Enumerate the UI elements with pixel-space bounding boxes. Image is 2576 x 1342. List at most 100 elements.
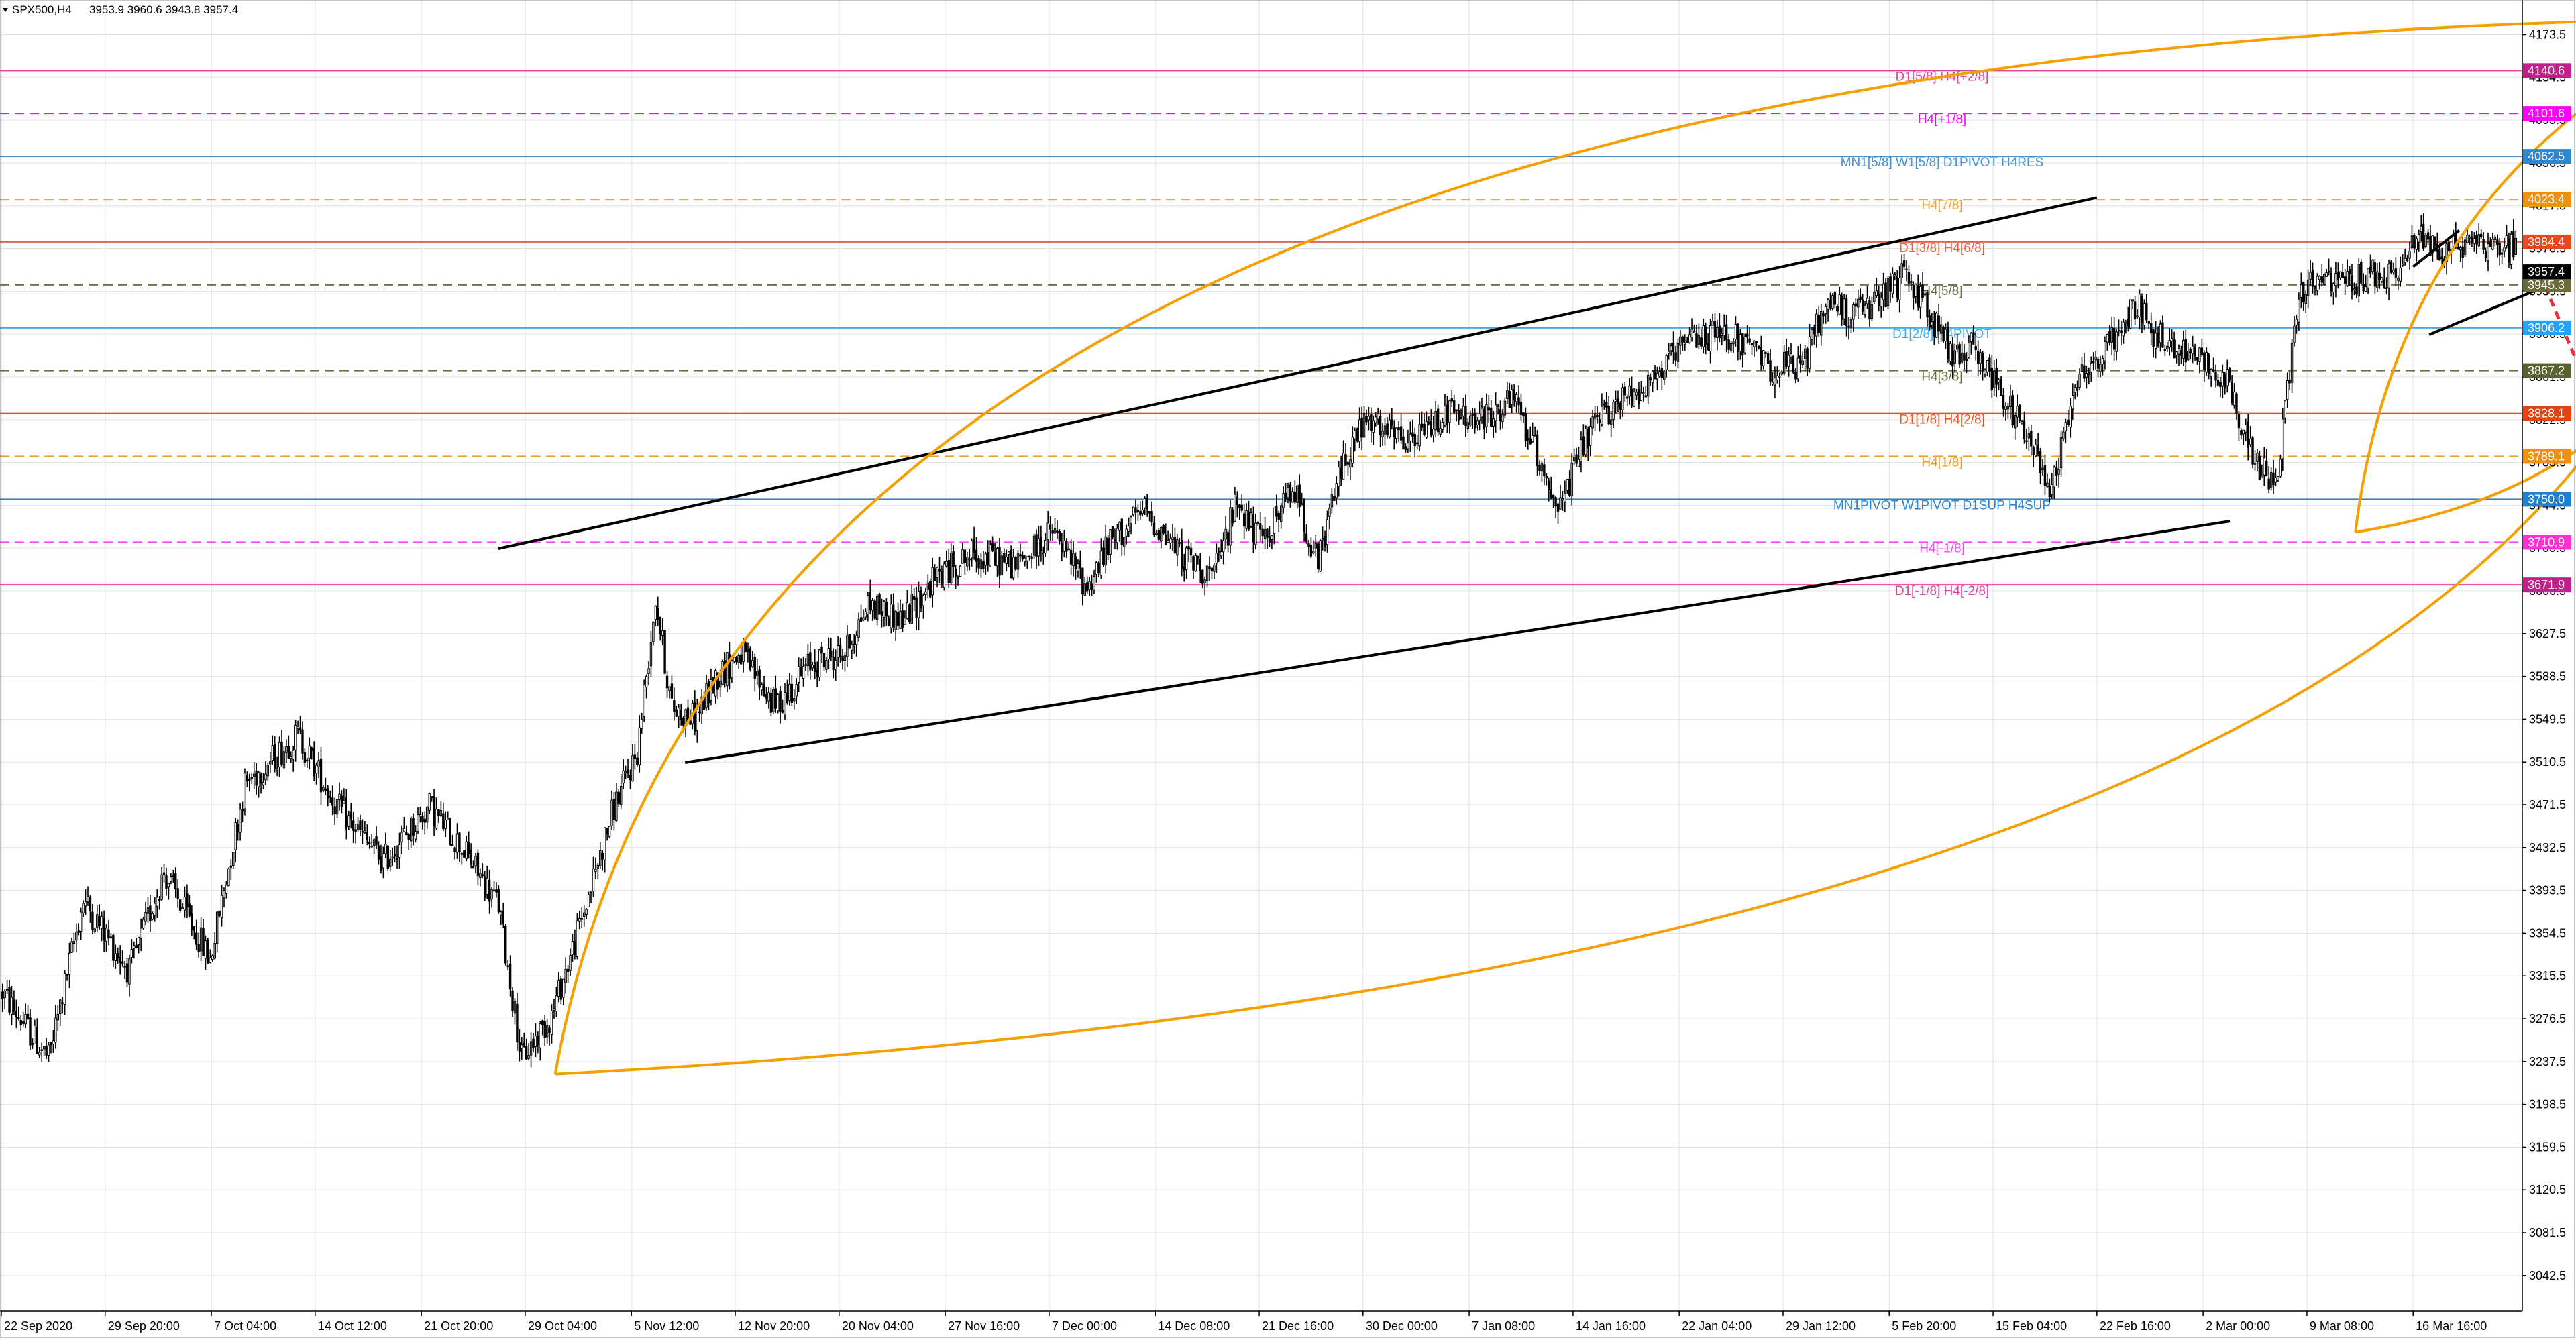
- candle-body: [417, 814, 419, 832]
- candle-body: [140, 928, 142, 939]
- candle-body: [2175, 351, 2178, 355]
- candle-body: [1439, 428, 1442, 435]
- candle-body: [2415, 238, 2418, 250]
- candle-body: [2503, 247, 2506, 252]
- candle-body: [100, 915, 103, 929]
- candle-body: [1852, 304, 1855, 320]
- candle-body: [1300, 503, 1303, 506]
- collapse-triangle-icon[interactable]: [3, 8, 8, 12]
- candle-body: [1351, 437, 1354, 464]
- candle-body: [1907, 271, 1911, 284]
- candle-body: [2383, 279, 2385, 288]
- candle-body: [508, 963, 512, 989]
- candle-body: [1984, 370, 1986, 375]
- candle-body: [1944, 329, 1947, 342]
- candle-body: [1229, 507, 1232, 546]
- candle-body: [2046, 482, 2049, 488]
- candle-body: [117, 952, 119, 958]
- candle-body: [2397, 278, 2400, 281]
- candle-body: [1085, 582, 1089, 592]
- candle-body: [834, 660, 837, 670]
- candle-body: [2080, 364, 2084, 372]
- candle-body: [569, 955, 572, 971]
- candle-body: [1582, 436, 1585, 455]
- candle-body: [2067, 420, 2070, 425]
- candle-body: [2394, 268, 2398, 278]
- candle-body: [963, 549, 967, 563]
- candle-body: [612, 799, 616, 820]
- candle-body: [1910, 281, 1913, 284]
- candle-body: [107, 929, 110, 939]
- candle-body: [1524, 412, 1527, 441]
- candle-body: [991, 543, 994, 551]
- level-price-tag-text: 3867.2: [2528, 364, 2565, 378]
- candle-body: [451, 844, 454, 846]
- candle-body: [338, 793, 341, 801]
- candle-body: [1707, 343, 1709, 350]
- candle-body: [1409, 433, 1412, 441]
- candle-body: [465, 841, 468, 859]
- candle-body: [444, 820, 447, 829]
- candle-body: [1010, 549, 1012, 579]
- candle-body: [1169, 538, 1172, 543]
- candle-body: [1556, 503, 1560, 512]
- candle-body: [2463, 239, 2467, 255]
- candle-body: [146, 907, 150, 914]
- candle-body: [1746, 333, 1749, 338]
- candle-body: [112, 934, 115, 961]
- price-tick-label: 3432.5: [2529, 841, 2566, 854]
- candle-body: [1921, 284, 1924, 298]
- candle-body: [728, 654, 731, 679]
- candle-body: [2369, 266, 2372, 274]
- level-price-tag-text: 3750.0: [2528, 492, 2565, 506]
- candle-body: [266, 765, 270, 777]
- candle-body: [1548, 480, 1550, 490]
- candle-body: [694, 702, 696, 732]
- candle-body: [1358, 419, 1361, 442]
- candle-body: [433, 796, 435, 826]
- candle-body: [1654, 372, 1656, 380]
- candle-body: [800, 667, 802, 677]
- candle-body: [1226, 532, 1230, 546]
- candle-body: [2413, 235, 2416, 249]
- candle-body: [1536, 434, 1539, 467]
- candle-body: [460, 853, 464, 855]
- candle-body: [2484, 251, 2487, 258]
- candle-body: [2392, 269, 2395, 273]
- candle-body: [130, 949, 133, 958]
- candle-body: [1287, 487, 1289, 498]
- candle-body: [979, 559, 983, 569]
- candle-body: [1450, 398, 1453, 402]
- candle-body: [1915, 284, 1917, 297]
- candle-body: [1344, 454, 1347, 466]
- candle-body: [1220, 551, 1222, 557]
- candle-body: [2447, 241, 2451, 251]
- candle-body: [1127, 526, 1130, 532]
- candle-body: [229, 865, 233, 869]
- price-tick-label: 3042.5: [2529, 1269, 2566, 1282]
- candle-body: [857, 619, 860, 638]
- candle-body: [1552, 494, 1555, 499]
- level-price-tag-text: 4023.4: [2528, 192, 2565, 206]
- candle-body: [1189, 547, 1193, 556]
- candle-body: [419, 814, 422, 817]
- candle-body: [1660, 368, 1664, 378]
- candle-body: [1806, 348, 1809, 370]
- candle-body: [2178, 347, 2180, 355]
- candle-body: [957, 577, 959, 579]
- candle-body: [1312, 551, 1315, 554]
- candle-body: [809, 652, 812, 671]
- price-tick-label: 3315.5: [2529, 969, 2566, 983]
- candle-body: [1605, 402, 1608, 408]
- candle-body: [885, 602, 888, 617]
- candle-body: [880, 611, 883, 616]
- candle-body: [495, 889, 498, 893]
- candle-body: [1279, 505, 1283, 522]
- candle-body: [678, 708, 680, 717]
- candle-body: [1501, 414, 1504, 423]
- candle-body: [1958, 343, 1961, 365]
- candle-body: [2104, 341, 2106, 361]
